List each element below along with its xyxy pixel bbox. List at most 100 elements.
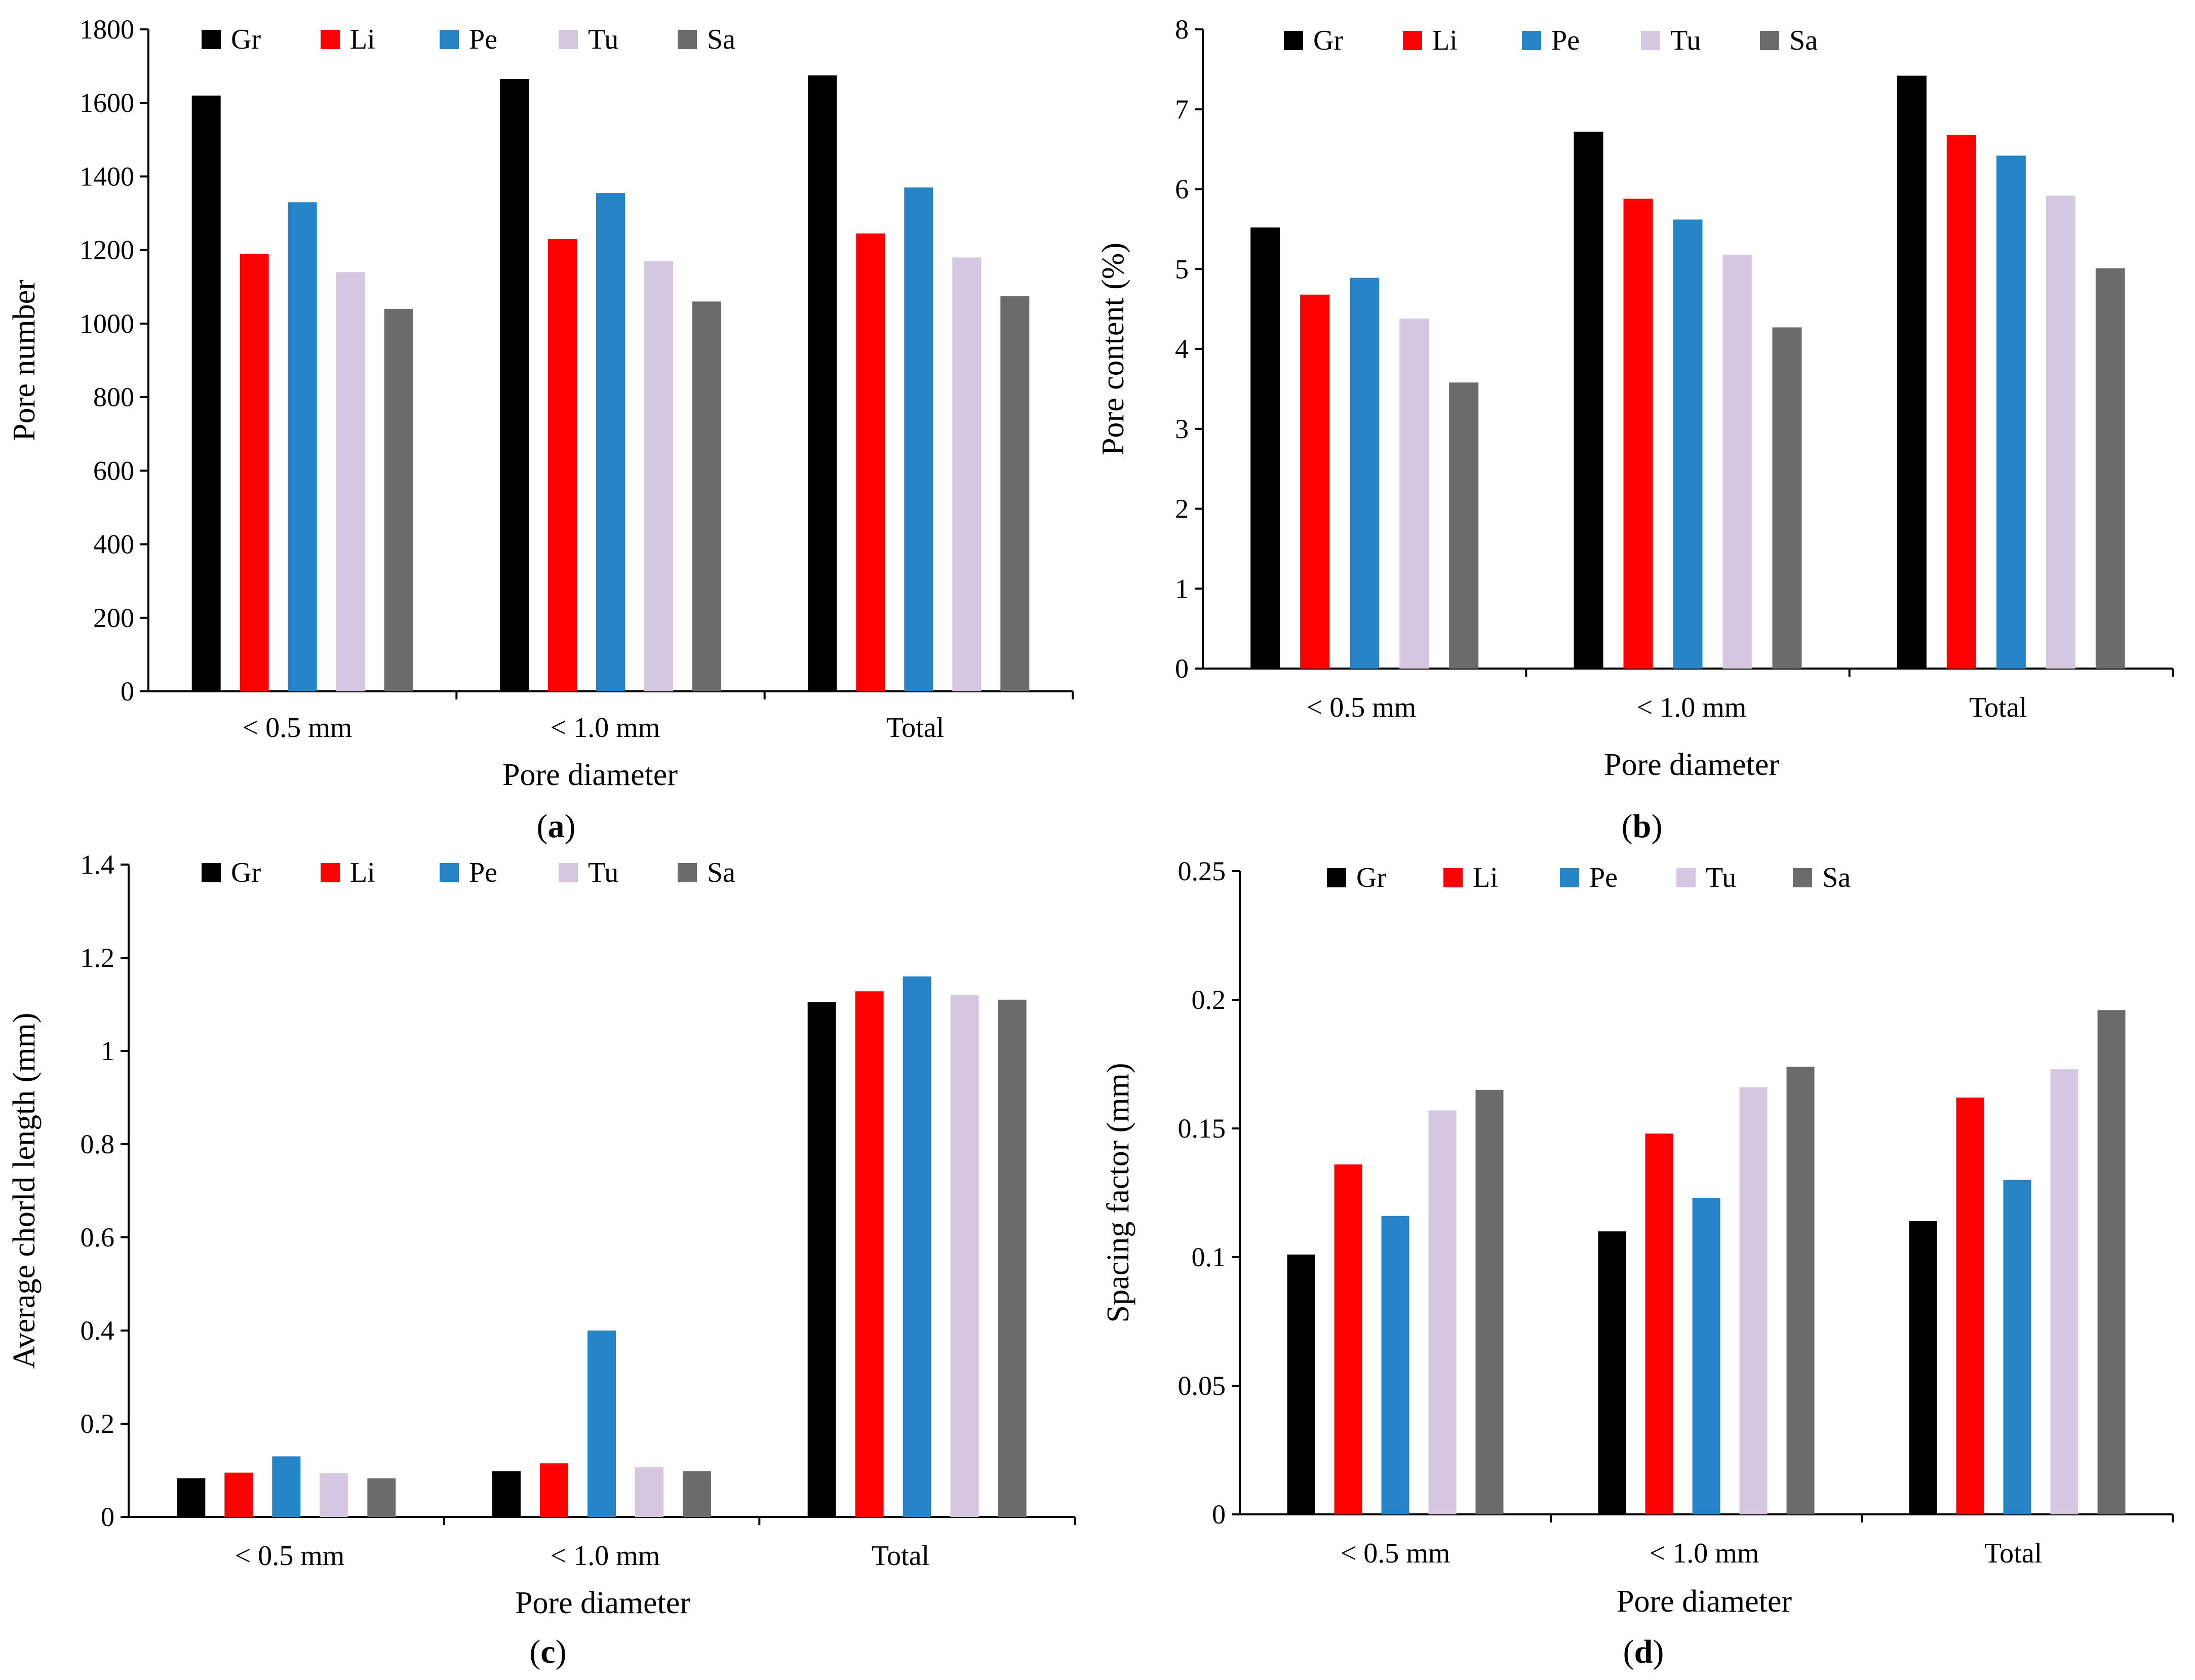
y-tick-label: 0 <box>1175 653 1189 684</box>
panel-label-letter: c <box>540 1633 555 1670</box>
bar-gr-1 <box>1287 1254 1315 1514</box>
legend-label-sa: Sa <box>1789 25 1818 56</box>
panel-label-open: ( <box>1622 808 1633 845</box>
bar-tu-1 <box>320 1473 348 1517</box>
y-tick-label: 0 <box>121 676 134 707</box>
y-tick-label: 0 <box>1212 1499 1226 1530</box>
x-category-label: < 1.0 mm <box>551 1540 660 1572</box>
panel-label-close: ) <box>565 808 576 845</box>
bar-gr-1 <box>1250 227 1280 669</box>
x-category-label: < 0.5 mm <box>1307 692 1417 723</box>
legend-swatch-li <box>321 863 340 882</box>
bar-tu-3 <box>950 995 979 1517</box>
y-tick-label: 0.05 <box>1178 1371 1226 1401</box>
x-category-label: < 1.0 mm <box>1650 1538 1759 1569</box>
y-axis-title: Pore number <box>7 280 42 441</box>
bar-gr-3 <box>1897 75 1927 669</box>
y-axis-title: Spacing factor (mm) <box>1101 1063 1135 1322</box>
y-tick-label: 1.2 <box>81 943 115 973</box>
legend-swatch-gr <box>1327 868 1346 887</box>
y-tick-label: 4 <box>1175 334 1189 364</box>
legend-swatch-li <box>321 30 340 49</box>
bar-sa-2 <box>692 301 721 691</box>
bar-tu-1 <box>336 272 365 691</box>
y-tick-label: 400 <box>93 529 134 560</box>
y-tick-label: 8 <box>1175 14 1189 45</box>
y-tick-label: 0.25 <box>1178 856 1226 886</box>
legend: Gr Li Pe Tu Sa <box>202 24 735 55</box>
y-axis-title: Average chorld length (mm) <box>7 1013 42 1369</box>
bar-sa-1 <box>367 1478 396 1517</box>
x-category-label: Total <box>1984 1538 2042 1569</box>
legend-label-gr: Gr <box>231 857 261 888</box>
y-tick-label: 0.15 <box>1178 1113 1226 1144</box>
y-tick-label: 0.8 <box>81 1129 115 1159</box>
bar-li-1 <box>1300 294 1330 669</box>
bar-tu-1 <box>1399 319 1429 669</box>
y-tick-label: 0.4 <box>81 1315 115 1346</box>
bar-pe-3 <box>904 187 933 691</box>
panel-label-open: ( <box>529 1633 540 1670</box>
bar-sa-3 <box>998 999 1027 1517</box>
bar-li-1 <box>240 253 269 692</box>
panel-label-close: ) <box>1651 808 1662 845</box>
legend-swatch-sa <box>678 863 697 882</box>
bar-pe-1 <box>1381 1216 1409 1514</box>
y-tick-label: 0.2 <box>1192 985 1226 1015</box>
y-tick-label: 200 <box>93 603 134 633</box>
bar-pe-1 <box>272 1456 301 1517</box>
panel-label: (b) <box>1622 808 1663 845</box>
y-tick-label: 1200 <box>80 235 134 265</box>
bar-sa-1 <box>384 308 413 691</box>
legend-swatch-gr <box>202 30 221 49</box>
x-axis-title: Pore diameter <box>1604 748 1779 782</box>
bar-gr-2 <box>1598 1231 1626 1514</box>
panel-label-open: ( <box>537 808 548 845</box>
y-tick-label: 6 <box>1175 174 1189 205</box>
legend-swatch-pe <box>440 863 459 882</box>
bar-pe-3 <box>903 976 931 1517</box>
legend-swatch-pe <box>1560 868 1579 887</box>
bar-sa-3 <box>2097 1010 2126 1514</box>
legend-swatch-gr <box>1284 31 1303 50</box>
legend-label-li: Li <box>350 24 375 55</box>
bar-sa-1 <box>1449 382 1479 669</box>
panel-label-close: ) <box>556 1633 567 1670</box>
y-tick-label: 1400 <box>80 161 134 191</box>
legend-swatch-tu <box>1676 868 1696 887</box>
legend-label-pe: Pe <box>1551 25 1580 56</box>
panel-label: (a) <box>537 808 576 845</box>
legend-swatch-tu <box>559 30 578 49</box>
bar-li-2 <box>1645 1134 1673 1514</box>
panel-label-close: ) <box>1653 1633 1664 1670</box>
bar-li-3 <box>856 233 885 691</box>
y-axis-title: Pore content (%) <box>1096 243 1130 455</box>
bar-pe-2 <box>1673 219 1703 669</box>
panel-label-letter: a <box>548 808 565 845</box>
bar-gr-3 <box>807 1002 836 1517</box>
bar-li-3 <box>1946 135 1976 669</box>
legend-label-tu: Tu <box>1670 25 1701 56</box>
y-tick-label: 1600 <box>80 88 134 118</box>
legend-swatch-li <box>1403 31 1422 50</box>
bar-sa-2 <box>1786 1067 1815 1514</box>
x-category-label: Total <box>886 712 944 744</box>
legend-label-li: Li <box>1432 25 1458 56</box>
legend-label-pe: Pe <box>469 857 497 888</box>
y-tick-label: 0.1 <box>1192 1242 1226 1272</box>
y-tick-label: 1800 <box>80 14 134 45</box>
bar-li-3 <box>1956 1098 1984 1514</box>
legend-label-sa: Sa <box>707 24 735 55</box>
bar-li-2 <box>1623 199 1653 669</box>
panel-label: (d) <box>1623 1633 1664 1670</box>
panel-label-open: ( <box>1623 1633 1634 1670</box>
legend: Gr Li Pe Tu Sa <box>1327 862 1851 893</box>
y-tick-label: 0.2 <box>81 1409 115 1439</box>
y-tick-label: 1 <box>1175 573 1189 604</box>
bar-gr-3 <box>808 75 837 691</box>
legend-label-gr: Gr <box>1313 25 1343 56</box>
legend: Gr Li Pe Tu Sa <box>1284 25 1818 56</box>
panel-label: (c) <box>529 1633 566 1670</box>
bar-gr-2 <box>492 1471 521 1517</box>
